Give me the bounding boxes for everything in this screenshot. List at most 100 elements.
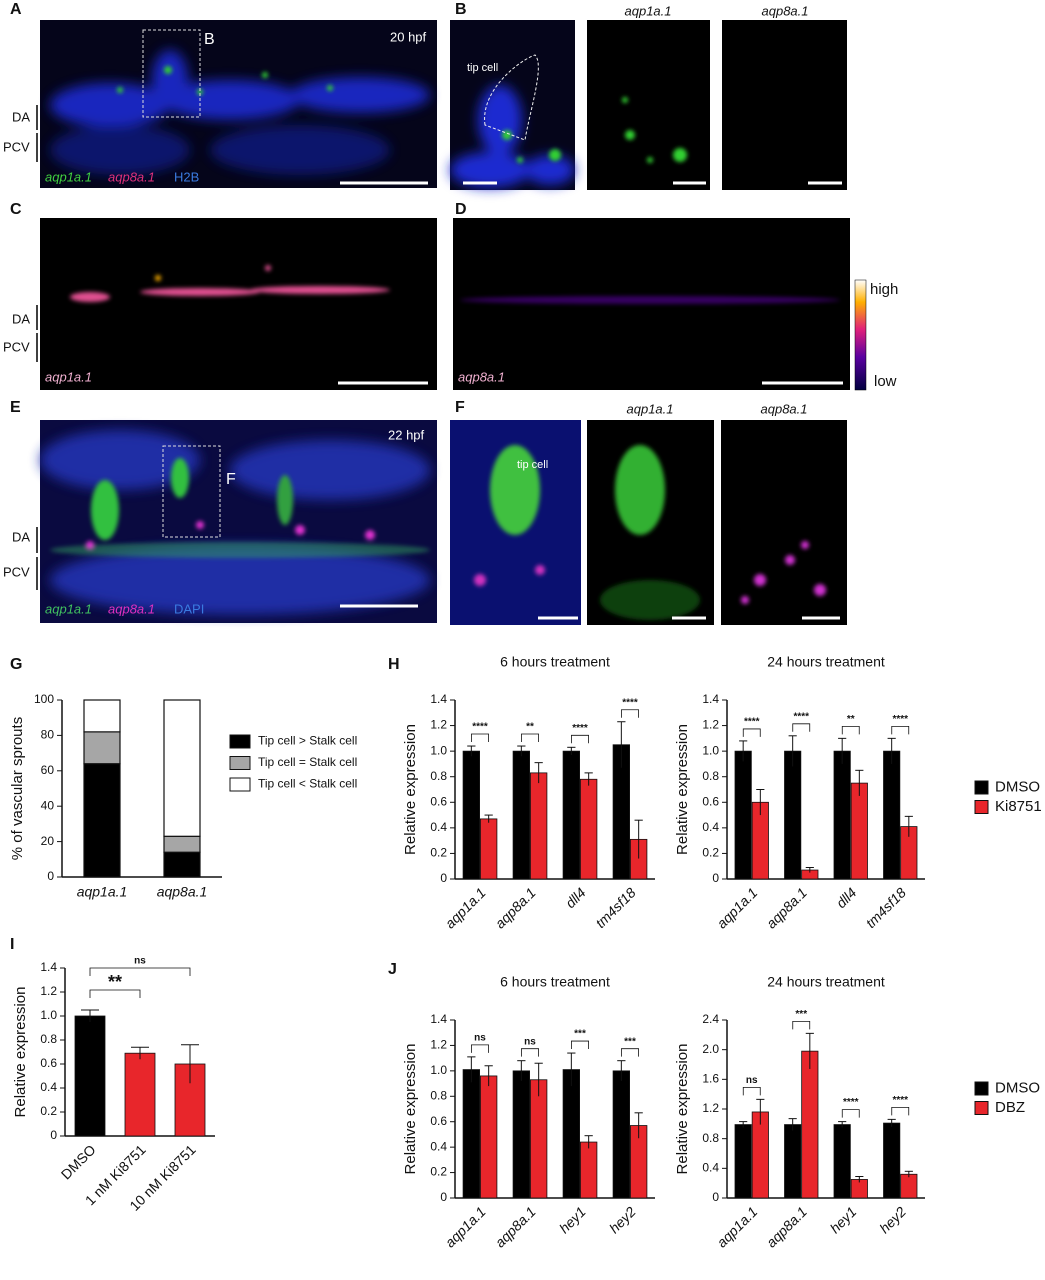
significance-bracket <box>742 728 761 737</box>
vessel-label: PCV <box>3 339 30 354</box>
panel-letter: B <box>455 1 467 18</box>
bar <box>580 778 598 880</box>
y-tick-label: 1.0 <box>40 1008 57 1022</box>
gene-label: aqp1a.1 <box>45 369 92 384</box>
bar <box>850 782 868 880</box>
legend-label: Tip cell = Stalk cell <box>258 755 357 769</box>
y-tick-label: 80 <box>41 728 55 742</box>
x-tick-label: aqp8a.1 <box>763 1203 810 1250</box>
legend-swatch <box>974 800 989 814</box>
stage: 22 hpf <box>388 427 425 442</box>
legend-swatch <box>229 756 251 770</box>
y-tick-label: 1.0 <box>430 743 447 757</box>
y-tick-label: 0 <box>440 1190 447 1204</box>
y-tick-label: 0.2 <box>40 1104 57 1118</box>
significance-label: ns <box>134 956 146 967</box>
stage: 20 hpf <box>390 29 427 44</box>
legend-label: DMSO <box>995 778 1040 795</box>
bar <box>612 1070 630 1199</box>
bar <box>74 1015 106 1137</box>
y-tick-label: 0.4 <box>430 820 447 834</box>
significance-bracket <box>891 725 910 735</box>
y-tick-label: 0.2 <box>702 846 719 860</box>
legend-label: Tip cell > Stalk cell <box>258 734 357 748</box>
panel-letter: A <box>10 1 22 18</box>
bar <box>512 1070 530 1199</box>
legend-label: Tip cell < Stalk cell <box>258 777 357 791</box>
vessel-label: PCV <box>3 564 30 579</box>
significance-label: *** <box>795 1009 807 1020</box>
y-tick-label: 0.4 <box>702 1161 719 1175</box>
y-tick-label: 1.2 <box>430 718 447 732</box>
panel-letter: J <box>388 961 397 978</box>
bar <box>462 1069 480 1199</box>
panel-letter: C <box>10 201 22 218</box>
significance-label: **** <box>843 1097 859 1108</box>
cell-label: tip cell <box>467 62 498 74</box>
significance-bracket <box>471 733 489 743</box>
bar-segment <box>163 835 201 853</box>
significance-label: **** <box>622 697 638 708</box>
significance-bracket <box>521 733 539 743</box>
stain-label: aqp8a.1 <box>108 169 155 184</box>
y-axis-label: Relative expression <box>674 1044 691 1175</box>
x-tick-label: aqp1a.1 <box>442 1203 489 1250</box>
y-tick-label: 0.4 <box>430 1139 447 1153</box>
bar <box>734 1124 752 1199</box>
y-tick-label: 2.0 <box>702 1042 719 1056</box>
vessel-label: DA <box>12 529 30 544</box>
bar <box>734 750 752 880</box>
significance-bracket <box>891 1106 910 1116</box>
y-tick-label: 0 <box>50 1128 57 1142</box>
vessel-label: PCV <box>3 139 30 154</box>
y-tick-label: 1.4 <box>702 692 719 706</box>
bar-segment <box>83 731 121 765</box>
bar <box>530 772 548 880</box>
y-axis-label: Relative expression <box>674 724 691 855</box>
legend-label: DBZ <box>995 1099 1025 1116</box>
panel-letter: H <box>388 656 400 673</box>
bar-segment <box>83 699 121 733</box>
x-tick-label: dll4 <box>562 884 589 911</box>
significance-label: ** <box>108 972 122 992</box>
y-tick-label: 40 <box>41 798 55 812</box>
gene-label: aqp8a.1 <box>458 369 505 384</box>
y-tick-label: 0.4 <box>40 1080 57 1094</box>
x-tick-label: hey2 <box>876 1203 909 1236</box>
bar <box>833 1124 851 1199</box>
y-tick-label: 20 <box>41 834 55 848</box>
y-tick-label: 0.4 <box>702 820 719 834</box>
y-tick-label: 1.2 <box>40 984 57 998</box>
significance-bracket <box>621 1048 639 1057</box>
scale-label: low <box>874 373 897 390</box>
y-tick-label: 1.4 <box>430 692 447 706</box>
significance-label: ** <box>526 722 534 733</box>
y-tick-label: 1.6 <box>702 1072 719 1086</box>
significance-bracket <box>89 989 141 998</box>
significance-label: **** <box>892 1095 908 1106</box>
significance-label: **** <box>793 711 809 722</box>
bar <box>530 1079 548 1199</box>
vessel-label: DA <box>12 311 30 326</box>
panel-letter: I <box>10 936 14 953</box>
y-tick-label: 0 <box>47 869 54 883</box>
panel-texts: A 20 hpf B DA PCV aqp1a.1 aqp8a.1 H2B B … <box>3 1 898 616</box>
x-tick-label: tm4sf18 <box>592 884 639 931</box>
y-tick-label: 0.6 <box>430 1114 447 1128</box>
bar <box>480 1075 498 1199</box>
stain-label: aqp1a.1 <box>45 169 92 184</box>
bar <box>883 750 901 880</box>
significance-label: ns <box>524 1036 536 1047</box>
chart-title: 24 hours treatment <box>767 654 885 670</box>
stain-label: DAPI <box>174 601 204 616</box>
y-tick-label: 2.4 <box>702 1012 719 1026</box>
bar <box>462 750 480 880</box>
x-tick-label: hey1 <box>827 1203 860 1236</box>
significance-label: ns <box>474 1033 486 1044</box>
stain-label: H2B <box>174 169 199 184</box>
chart-title: 6 hours treatment <box>500 654 610 670</box>
cell-label: tip cell <box>517 459 548 471</box>
legend-swatch <box>229 777 251 792</box>
significance-label: **** <box>572 723 588 734</box>
